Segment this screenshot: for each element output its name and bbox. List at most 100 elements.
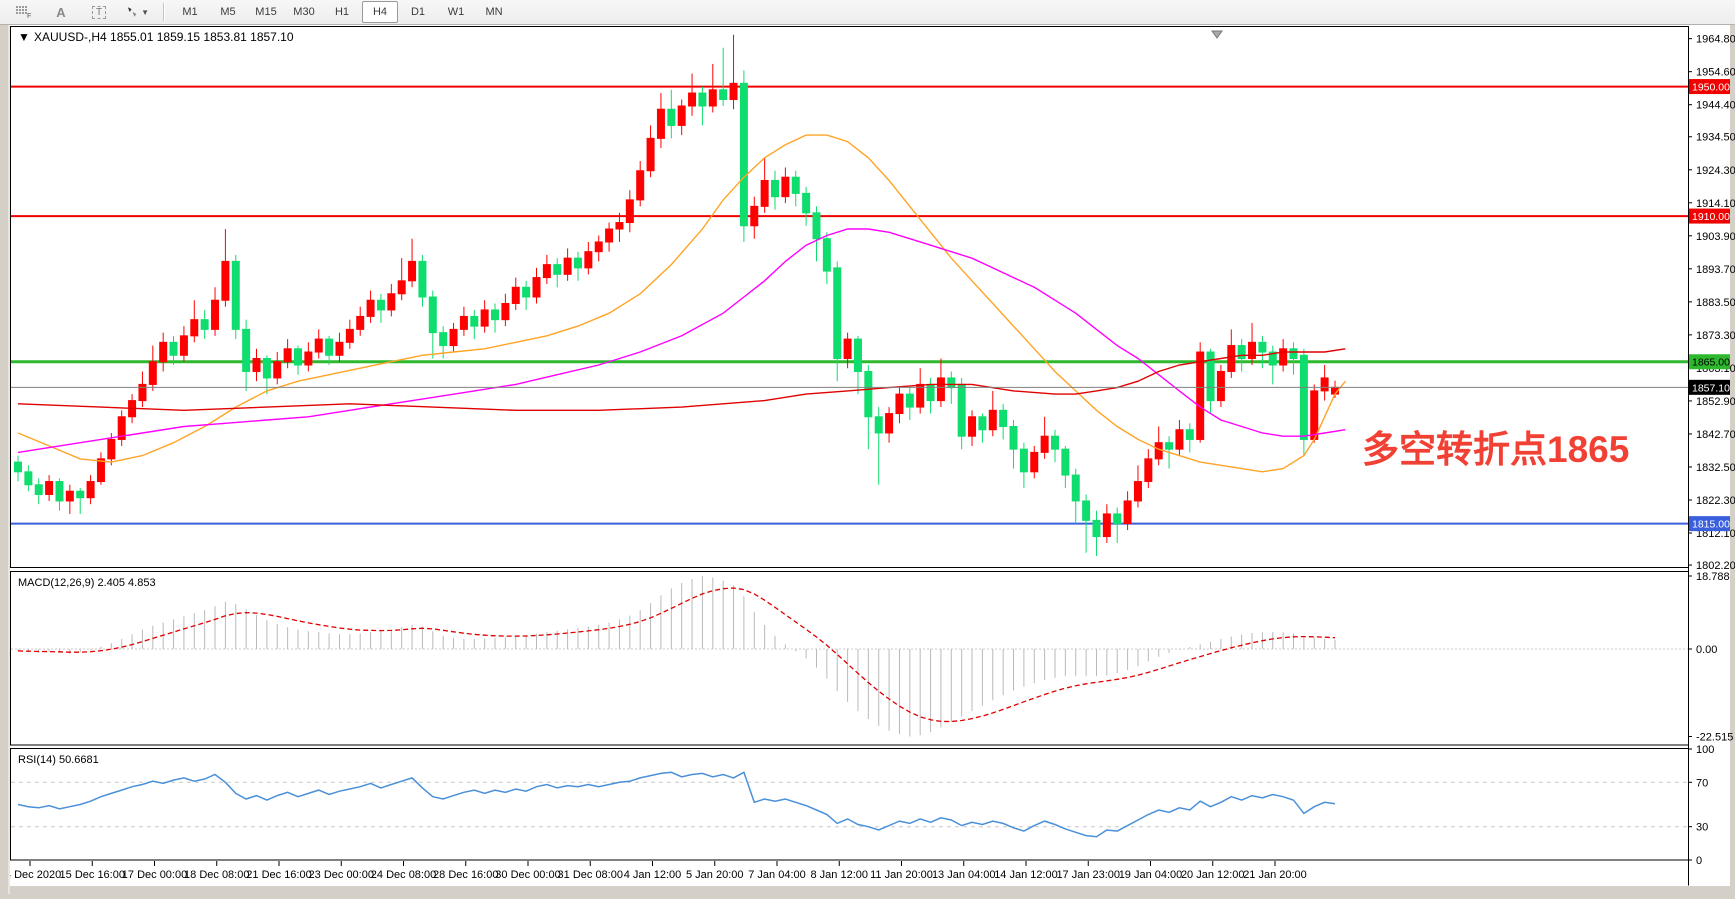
candle-body [138,383,147,402]
rsi-title: RSI(14) 50.6681 [18,754,99,766]
candle-body [615,222,624,230]
price-axis[interactable]: 1964.80 1954.60 1944.40 1934.50 1924.30 1914.… [1688,34,1735,867]
candle-up [356,306,365,336]
rsi-scale-label: 100 [1696,744,1714,756]
candle-up [449,322,458,353]
chart-window[interactable]: 1964.80 1954.60 1944.40 1934.50 1924.30 1914.… [0,25,1735,894]
candle-down [667,89,676,139]
candle-up [1175,420,1184,456]
candle-body [283,348,292,363]
symbol-dropdown-icon[interactable]: ▼ [18,30,30,44]
candle-body [356,315,365,330]
ma-mid-magenta [17,228,1346,454]
candle-body [895,393,904,415]
candle-body [1206,351,1215,402]
candle-up [1216,364,1225,408]
candle-body [605,228,614,243]
candle-down [34,478,43,505]
candle-body [1061,448,1070,476]
candle-up [1196,342,1205,443]
macd-scale-label: 18.788 [1696,571,1730,583]
candle-up [625,190,634,233]
window-bottom-edge [10,886,1735,894]
candle-down [418,254,427,307]
price-tick-label: 1852.90 [1696,396,1735,408]
timeframe-button-m1[interactable]: M1 [182,6,198,18]
price-tick-label: 1832.50 [1696,462,1735,474]
main-price-panel[interactable] [11,34,1688,556]
candle-down [325,335,334,365]
candle-body [470,315,479,327]
chart-shift-marker-icon[interactable] [1211,30,1223,39]
timeframe-button-m30[interactable]: M30 [293,6,315,18]
candle-body [1299,354,1308,440]
level-badge-label: 1815.00 [1692,519,1730,531]
candle-body [45,481,54,495]
price-tick-label: 1842.70 [1696,429,1735,441]
text-label-icon[interactable]: T [81,1,117,23]
candle-body [781,176,790,198]
candle-body [107,438,116,460]
candle-down [802,186,811,226]
candle-up [148,345,157,391]
time-tick-label: 21 Dec 16:00 [246,869,311,881]
candle-up [304,342,313,372]
candle-up [1123,491,1132,531]
candle-up [1102,504,1111,544]
timeframe-button-d1[interactable]: D1 [410,6,426,18]
time-tick-label: 19 Jan 04:00 [1119,869,1183,881]
candle-up [677,99,686,136]
candle-body [190,319,199,337]
timeframe-button-m5[interactable]: M5 [220,6,236,18]
candle-body [252,358,261,372]
candle-down [24,465,33,492]
price-tick-label: 1883.50 [1696,297,1735,309]
candle-body [905,393,914,408]
candle-up [283,339,292,369]
candle-down [1009,420,1018,469]
tick-chart-grid-icon[interactable]: F [5,1,41,23]
candle-body [273,361,282,379]
time-tick-label: 14 Dec 2020 [10,869,61,881]
level-badge [1689,79,1730,95]
timeframe-button-h1[interactable]: H1 [334,6,350,18]
candle-body [366,299,375,317]
timeframe-button-w1[interactable]: W1 [447,6,465,18]
candle-up [843,332,852,369]
candle-body [211,299,220,330]
candle-up [1227,329,1236,378]
rsi-line [17,771,1336,838]
candle-up [916,368,925,414]
chart-canvas[interactable]: 1964.80 1954.60 1944.40 1934.50 1924.30 1914.… [0,25,1735,894]
candle-up [397,258,406,301]
macd-panel[interactable] [11,576,1688,737]
timeframe-button-m15[interactable]: M15 [255,6,277,18]
candle-body [1092,519,1101,538]
candle-down [1082,494,1091,553]
candle-body [667,108,676,126]
candle-down [200,309,209,340]
candle-body [24,471,33,486]
candle-body [1216,370,1225,402]
candle-body [1185,429,1194,440]
candle-body [1102,513,1111,538]
window-right-edge [1730,25,1735,894]
annotation-text[interactable]: 多空转折点1865 [1362,429,1629,470]
candle-up [936,358,945,408]
text-annotation-icon[interactable]: A [56,4,66,20]
timeframe-button-mn[interactable]: MN [485,6,503,18]
dropdown-caret-icon[interactable]: ▼ [141,7,149,17]
candle-down [791,170,800,207]
draw-objects-icon[interactable]: ▼ [119,1,155,23]
candle-down [1051,429,1059,463]
top-toolbar: F A T ▼ M1 M5 M15 M30 H1 H4 D1 W1 MN [0,0,1735,25]
candle-body [522,286,531,298]
candle-body [1144,458,1153,483]
rsi-panel[interactable] [11,771,1688,838]
candle-body [231,260,240,330]
candle-body [1320,377,1329,392]
price-tick-label: 1893.70 [1696,264,1735,276]
panel-borders [10,26,1689,886]
timeframe-button-h4[interactable]: H4 [362,1,398,23]
